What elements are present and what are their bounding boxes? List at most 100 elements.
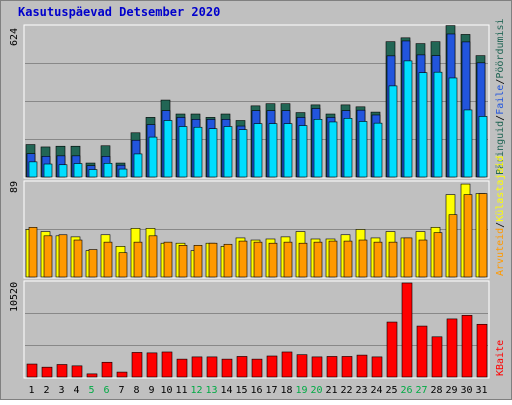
bar-pages [448, 77, 458, 178]
x-tick-label: 25 [385, 385, 397, 396]
top-panel-legend: Päringuid/Faile/Pöördumisi [495, 18, 506, 175]
bar-visits [223, 243, 233, 278]
bar-kbytes [71, 365, 83, 378]
bar-pages [133, 153, 143, 178]
legend-sites: Külastajaid [495, 156, 506, 222]
bar-visits [28, 227, 38, 278]
x-tick-label: 18 [280, 385, 292, 396]
bar-pages [88, 169, 98, 178]
x-tick-label: 3 [58, 385, 64, 396]
x-tick-label: 24 [370, 385, 382, 396]
bottom-panel-legend: KBaite [495, 340, 506, 376]
bar-visits [358, 239, 368, 278]
bar-kbytes [131, 352, 143, 378]
bar-kbytes [326, 356, 338, 378]
bar-visits [343, 240, 353, 278]
bar-pages [148, 136, 158, 178]
bar-kbytes [56, 364, 68, 378]
legend-files: Faile [495, 85, 506, 115]
x-tick-label: 27 [415, 385, 427, 396]
bar-pages [283, 123, 293, 178]
x-tick-label: 17 [265, 385, 277, 396]
legend-separator: / [495, 115, 506, 121]
bar-pages [208, 128, 218, 178]
bar-pages [433, 71, 443, 178]
bar-pages [313, 119, 323, 178]
legend-separator: / [495, 222, 506, 228]
bar-pages [223, 126, 233, 178]
legend-hits: Pöördumisi [495, 18, 506, 78]
bar-kbytes [296, 354, 308, 378]
bar-pages [418, 72, 428, 178]
bar-pages [373, 122, 383, 178]
bar-visits [268, 242, 278, 278]
bar-visits [418, 239, 428, 278]
x-tick-label: 21 [325, 385, 337, 396]
bar-pages [73, 163, 83, 178]
bar-pages [118, 168, 128, 178]
bar-pages [268, 123, 278, 178]
x-tick-label: 22 [340, 385, 352, 396]
bar-visits [283, 241, 293, 278]
x-tick-label: 8 [133, 385, 139, 396]
bar-pages [193, 126, 203, 178]
bar-kbytes [401, 282, 413, 378]
bar-pages [43, 163, 53, 178]
bar-visits [463, 194, 473, 278]
bar-visits [73, 239, 83, 278]
x-tick-label: 6 [103, 385, 109, 396]
bar-pages [298, 125, 308, 178]
bar-pages [163, 120, 173, 178]
x-tick-label: 15 [235, 385, 247, 396]
bar-pages [28, 161, 38, 178]
bar-kbytes [281, 351, 293, 378]
x-axis-labels: 1 2 3 4 5 6 7 8 9 10 11 12 13 14 15 16 17 18 19 20 21 22 23 24 2… [28, 385, 487, 396]
middle-panel-legend: Arvuteid/Külastajaid [495, 156, 506, 276]
bar-kbytes [176, 358, 188, 378]
bottom-panel-ymax-label: 10520 [9, 282, 20, 312]
x-tick-label: 5 [88, 385, 94, 396]
x-tick-label: 12 [190, 385, 202, 396]
chart-title: Kasutuspäevad Detsember 2020 [18, 5, 220, 19]
x-tick-label: 13 [205, 385, 217, 396]
bar-visits [478, 193, 488, 278]
bar-kbytes [416, 325, 428, 378]
bar-visits [373, 241, 383, 278]
bar-kbytes [356, 354, 368, 378]
x-tick-label: 14 [220, 385, 232, 396]
x-tick-label: 31 [475, 385, 487, 396]
bar-visits [253, 241, 263, 278]
legend-kbytes: KBaite [495, 340, 506, 376]
bar-visits [403, 237, 413, 278]
x-tick-label: 20 [310, 385, 322, 396]
bar-kbytes [86, 373, 98, 378]
x-tick-label: 28 [430, 385, 442, 396]
bar-visits [328, 240, 338, 278]
bar-pages [358, 121, 368, 178]
x-tick-label: 4 [73, 385, 79, 396]
x-tick-label: 19 [295, 385, 307, 396]
x-tick-label: 11 [175, 385, 187, 396]
bar-pages [328, 121, 338, 178]
bar-kbytes [386, 321, 398, 378]
bar-kbytes [41, 366, 53, 378]
bar-pages [388, 85, 398, 178]
bar-pages [178, 126, 188, 178]
x-tick-label: 26 [400, 385, 412, 396]
legend-pageviews: Päringuid [495, 121, 506, 175]
x-tick-label: 10 [160, 385, 172, 396]
bar-visits [133, 241, 143, 278]
bar-kbytes [341, 356, 353, 378]
bar-kbytes [251, 358, 263, 378]
bar-kbytes [191, 356, 203, 378]
bar-pages [103, 162, 113, 178]
bar-visits [238, 240, 248, 278]
top-panel-ymax-label: 624 [9, 28, 20, 46]
bar-kbytes [101, 361, 113, 378]
bar-visits [313, 241, 323, 278]
bar-visits [178, 245, 188, 278]
bar-kbytes [461, 315, 473, 378]
bar-kbytes [26, 363, 38, 378]
x-tick-label: 1 [28, 385, 34, 396]
